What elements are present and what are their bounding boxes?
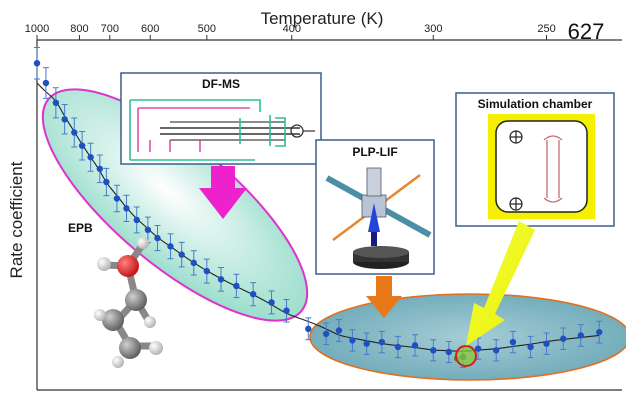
x-tick-label: 400 <box>283 23 301 35</box>
data-point <box>42 79 50 87</box>
x-tick-label: 600 <box>141 23 159 35</box>
data-point <box>560 335 567 342</box>
epb-molecule-icon <box>94 237 163 368</box>
flow-tube-diagram <box>129 99 300 161</box>
data-point <box>509 338 517 346</box>
figure-number: 627 <box>568 19 605 44</box>
data-point <box>178 251 185 258</box>
plp-lif-inset: PLP-LIF <box>315 139 435 275</box>
x-tick-label: 800 <box>70 23 88 35</box>
y-axis-title: Rate coefficient <box>7 161 26 278</box>
optical-path <box>543 135 563 203</box>
data-point <box>577 332 584 339</box>
data-point <box>123 205 130 212</box>
data-point <box>71 129 78 136</box>
data-point <box>543 340 550 347</box>
data-point <box>33 60 41 67</box>
x-tick-label: 700 <box>101 23 119 35</box>
data-point <box>96 165 104 172</box>
data-point <box>492 347 500 354</box>
data-point <box>167 243 174 250</box>
data-point <box>378 338 386 346</box>
mirror-icons <box>509 130 523 211</box>
fit-curve <box>36 82 600 352</box>
dfms-inset: DF-MS <box>120 72 322 165</box>
plp-lif-inset-title: PLP-LIF <box>352 145 397 159</box>
data-point <box>113 195 121 202</box>
data-point <box>305 325 312 333</box>
orange-arrow <box>366 276 402 318</box>
x-axis-ticks: 1000 800 700 600 500 400 300 250 <box>25 23 556 40</box>
data-point <box>596 328 603 336</box>
data-point <box>144 226 152 234</box>
data-point <box>349 337 356 344</box>
data-point <box>335 327 343 334</box>
yellow-arrow <box>466 221 535 346</box>
data-point <box>249 291 257 298</box>
x-tick-label: 250 <box>537 23 555 35</box>
data-point <box>103 178 110 186</box>
data-point <box>394 343 402 351</box>
simulation-chamber-title: Simulation chamber <box>478 97 593 111</box>
data-point <box>87 154 94 161</box>
simulation-chamber-inset: Simulation chamber <box>455 92 615 227</box>
dfms-inset-title: DF-MS <box>202 77 240 91</box>
data-point <box>322 330 330 337</box>
data-point <box>363 340 370 347</box>
x-tick-label: 500 <box>198 23 216 35</box>
data-point <box>527 343 534 351</box>
data-point <box>233 282 240 290</box>
epb-label: EPB <box>68 221 93 235</box>
simulation-point-highlight <box>455 345 477 367</box>
data-point <box>411 342 419 349</box>
x-tick-label: 1000 <box>25 23 49 35</box>
x-tick-label: 300 <box>424 23 442 35</box>
data-point <box>52 99 60 107</box>
data-point <box>154 234 161 242</box>
x-axis-title: Temperature (K) <box>261 9 384 28</box>
data-point <box>268 299 275 306</box>
data-point <box>474 345 482 352</box>
data-point <box>61 116 68 123</box>
data-point <box>445 348 453 356</box>
data-point <box>203 267 211 275</box>
data-point <box>133 216 140 224</box>
reactor-cell-icon <box>353 167 409 269</box>
data-point <box>78 142 86 149</box>
data-point <box>430 347 437 354</box>
data-point <box>190 259 197 267</box>
magenta-arrow <box>199 166 247 219</box>
data-point <box>217 276 225 283</box>
data-point <box>283 307 290 314</box>
